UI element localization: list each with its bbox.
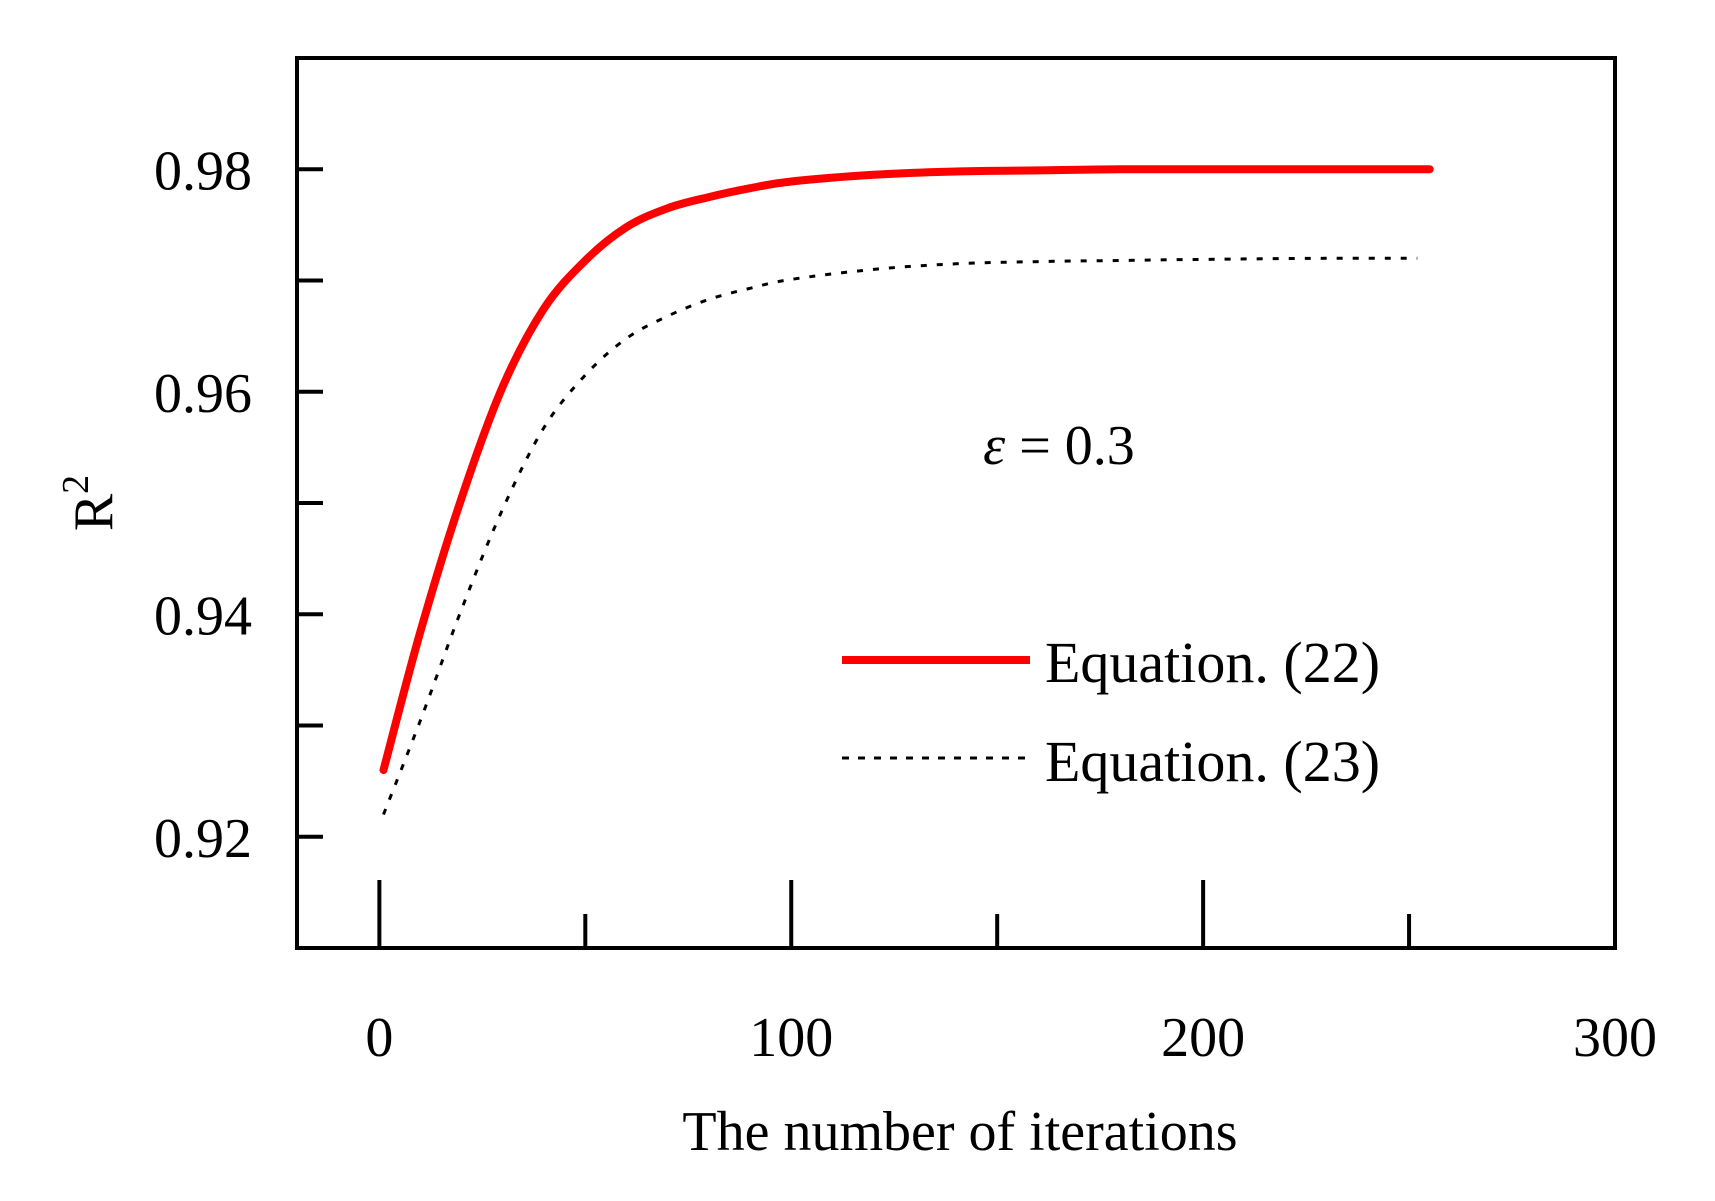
x-tick-label: 100 xyxy=(749,1007,833,1069)
epsilon-value: = 0.3 xyxy=(1005,415,1135,477)
plot-frame xyxy=(295,56,1617,950)
x-tick-label: 200 xyxy=(1161,1007,1245,1069)
legend: Equation. (22) Equation. (23) xyxy=(842,630,1380,794)
x-tick-label: 0 xyxy=(365,1007,393,1069)
series-line-eq22 xyxy=(379,165,1434,774)
legend-label-eq23: Equation. (23) xyxy=(1045,729,1380,794)
x-axis-title: The number of iterations xyxy=(682,1101,1237,1163)
y-axis-title: R2 xyxy=(55,475,125,531)
y-tick-label: 0.92 xyxy=(154,808,252,870)
ticks-layer: 0.92 0.94 0.96 0.98 0 100 200 300 xyxy=(154,140,1657,1069)
epsilon-symbol: ε xyxy=(983,415,1006,477)
y-tick-label: 0.96 xyxy=(154,363,252,425)
series-layer xyxy=(379,165,1434,816)
y-axis-title-superscript: 2 xyxy=(55,475,97,494)
y-tick-label: 0.94 xyxy=(154,585,252,647)
y-tick-label: 0.98 xyxy=(154,140,252,202)
y-axis-title-main: R xyxy=(63,493,125,531)
legend-label-eq22: Equation. (22) xyxy=(1045,630,1380,695)
x-tick-label: 300 xyxy=(1573,1007,1657,1069)
epsilon-annotation: ε = 0.3 xyxy=(983,415,1135,477)
